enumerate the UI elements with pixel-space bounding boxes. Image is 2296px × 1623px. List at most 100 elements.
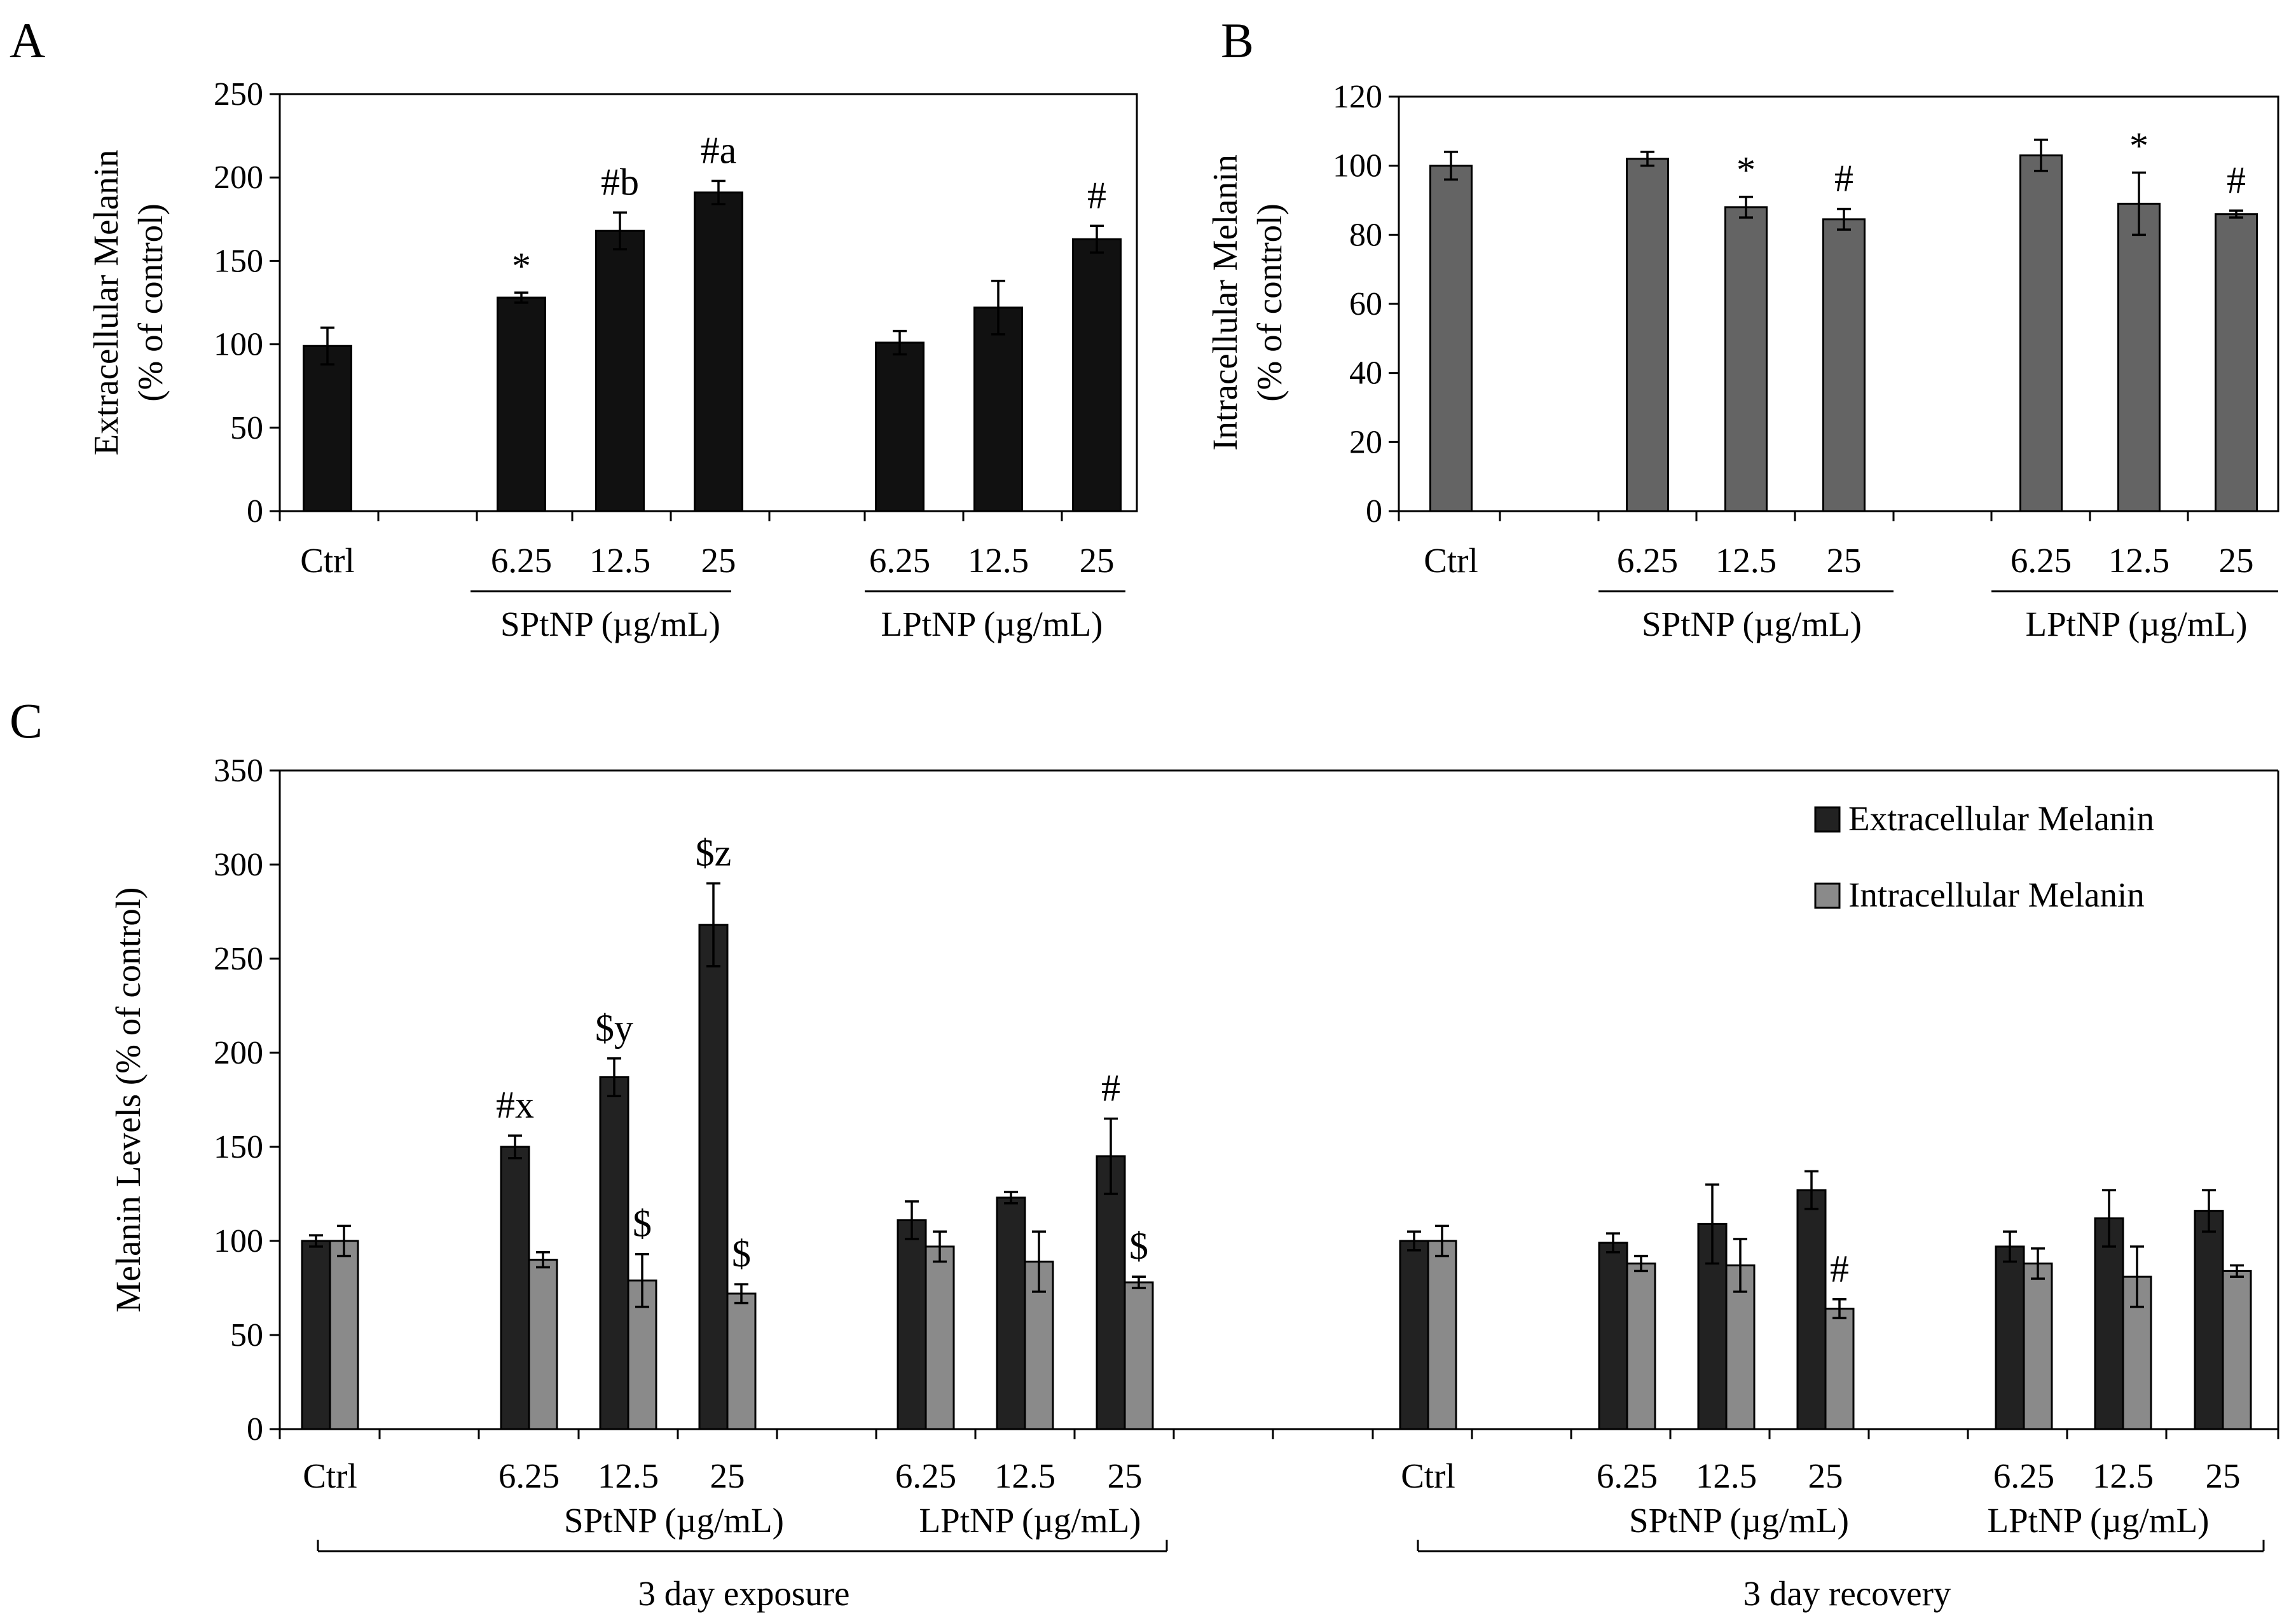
x-category-label: 6.25 bbox=[1597, 1456, 1658, 1495]
significance-mark: #a bbox=[701, 129, 737, 171]
y-tick-label: 0 bbox=[247, 493, 263, 530]
bar bbox=[329, 1240, 359, 1430]
x-category-label: 12.5 bbox=[2108, 541, 2169, 580]
bar bbox=[2023, 1263, 2053, 1430]
y-tick-label: 60 bbox=[1349, 286, 1382, 322]
significance-mark: # bbox=[2227, 159, 2246, 201]
bar bbox=[1427, 1240, 1457, 1430]
x-category-label: 12.5 bbox=[2093, 1456, 2154, 1495]
group-label: SPtNP (µg/mL) bbox=[1629, 1501, 1849, 1540]
y-tick-label: 50 bbox=[230, 410, 263, 446]
significance-mark: $z bbox=[696, 832, 732, 874]
y-tick-label: 200 bbox=[214, 1035, 263, 1071]
y-axis-subtitle: (% of control) bbox=[1250, 203, 1289, 402]
significance-mark: * bbox=[512, 245, 531, 287]
x-category-label: 12.5 bbox=[994, 1456, 1055, 1495]
bar bbox=[996, 1196, 1026, 1430]
significance-mark: $ bbox=[1129, 1225, 1148, 1267]
x-category-label: 6.25 bbox=[498, 1456, 560, 1495]
group-label: LPtNP (µg/mL) bbox=[881, 605, 1103, 643]
group-label: SPtNP (µg/mL) bbox=[500, 605, 720, 643]
x-category-label: Ctrl bbox=[1401, 1456, 1455, 1495]
bar bbox=[1822, 218, 1866, 512]
y-tick-label: 200 bbox=[214, 160, 263, 196]
bar bbox=[1598, 1242, 1628, 1430]
y-axis-subtitle: (% of control) bbox=[131, 203, 170, 402]
x-category-label: 12.5 bbox=[598, 1456, 659, 1495]
bar bbox=[1096, 1155, 1126, 1430]
bar bbox=[301, 1240, 331, 1430]
bar bbox=[2094, 1217, 2124, 1430]
x-category-label: 12.5 bbox=[1696, 1456, 1757, 1495]
bar bbox=[897, 1219, 927, 1430]
bar bbox=[528, 1259, 558, 1430]
bar bbox=[627, 1279, 657, 1430]
significance-mark: $y bbox=[595, 1007, 633, 1049]
bar bbox=[500, 1146, 530, 1430]
x-category-label: 6.25 bbox=[1617, 541, 1678, 580]
bar bbox=[2194, 1210, 2224, 1430]
x-category-label: 6.25 bbox=[491, 541, 552, 580]
group-label: LPtNP (µg/mL) bbox=[919, 1501, 1141, 1540]
x-category-label: Ctrl bbox=[300, 541, 355, 580]
legend-label: Extracellular Melanin bbox=[1848, 799, 2154, 838]
significance-mark: #b bbox=[601, 161, 639, 203]
panel-letter: A bbox=[10, 13, 45, 68]
significance-mark: # bbox=[1101, 1067, 1120, 1109]
y-axis-title: Melanin Levels (% of control) bbox=[109, 887, 148, 1313]
y-axis-title: Extracellular Melanin bbox=[86, 149, 125, 455]
y-tick-label: 20 bbox=[1349, 424, 1382, 460]
group-label: SPtNP (µg/mL) bbox=[1642, 605, 1862, 643]
y-tick-label: 0 bbox=[247, 1411, 263, 1448]
bar bbox=[1824, 1308, 1855, 1430]
bar bbox=[303, 345, 352, 512]
period-label: 3 day exposure bbox=[638, 1574, 850, 1613]
legend-swatch bbox=[1814, 806, 1841, 833]
x-category-label: 25 bbox=[701, 541, 736, 580]
bar bbox=[1072, 238, 1122, 512]
significance-mark: * bbox=[1736, 149, 1756, 191]
legend-label: Intracellular Melanin bbox=[1848, 875, 2145, 914]
bar bbox=[698, 924, 729, 1430]
x-category-label: 6.25 bbox=[869, 541, 930, 580]
bar bbox=[1724, 206, 1768, 512]
bar bbox=[973, 306, 1023, 512]
y-axis-title: Intracellular Melanin bbox=[1206, 154, 1244, 451]
x-category-label: 12.5 bbox=[968, 541, 1029, 580]
bar bbox=[1796, 1189, 1827, 1430]
bar bbox=[925, 1245, 955, 1430]
y-tick-label: 150 bbox=[214, 1129, 263, 1165]
significance-mark: $ bbox=[633, 1203, 652, 1245]
significance-mark: $ bbox=[732, 1233, 751, 1275]
bar bbox=[726, 1292, 757, 1430]
bar bbox=[1124, 1281, 1154, 1430]
y-tick-label: 40 bbox=[1349, 355, 1382, 392]
y-tick-label: 50 bbox=[230, 1317, 263, 1353]
y-tick-label: 250 bbox=[214, 941, 263, 977]
bar bbox=[2019, 154, 2063, 512]
y-tick-label: 120 bbox=[1333, 79, 1382, 115]
panel-letter: C bbox=[10, 693, 43, 748]
significance-mark: #x bbox=[496, 1084, 534, 1126]
x-category-label: 25 bbox=[1080, 541, 1115, 580]
x-category-label: 12.5 bbox=[589, 541, 650, 580]
y-tick-label: 100 bbox=[214, 327, 263, 363]
y-tick-label: 0 bbox=[1366, 493, 1382, 530]
x-category-label: Ctrl bbox=[1424, 541, 1478, 580]
bar bbox=[1626, 1263, 1656, 1430]
period-label: 3 day recovery bbox=[1743, 1574, 1951, 1613]
legend-swatch bbox=[1814, 882, 1841, 909]
y-tick-label: 100 bbox=[214, 1223, 263, 1259]
group-label: LPtNP (µg/mL) bbox=[1988, 1501, 2210, 1540]
bar bbox=[2215, 213, 2258, 512]
x-category-label: 25 bbox=[1108, 1456, 1143, 1495]
group-label: LPtNP (µg/mL) bbox=[2026, 605, 2248, 643]
y-tick-label: 250 bbox=[214, 76, 263, 113]
panel-letter: B bbox=[1221, 13, 1254, 68]
y-tick-label: 100 bbox=[1333, 148, 1382, 184]
significance-mark: * bbox=[2129, 125, 2148, 167]
significance-mark: # bbox=[1830, 1248, 1849, 1290]
x-category-label: 6.25 bbox=[1993, 1456, 2054, 1495]
y-tick-label: 150 bbox=[214, 243, 263, 279]
